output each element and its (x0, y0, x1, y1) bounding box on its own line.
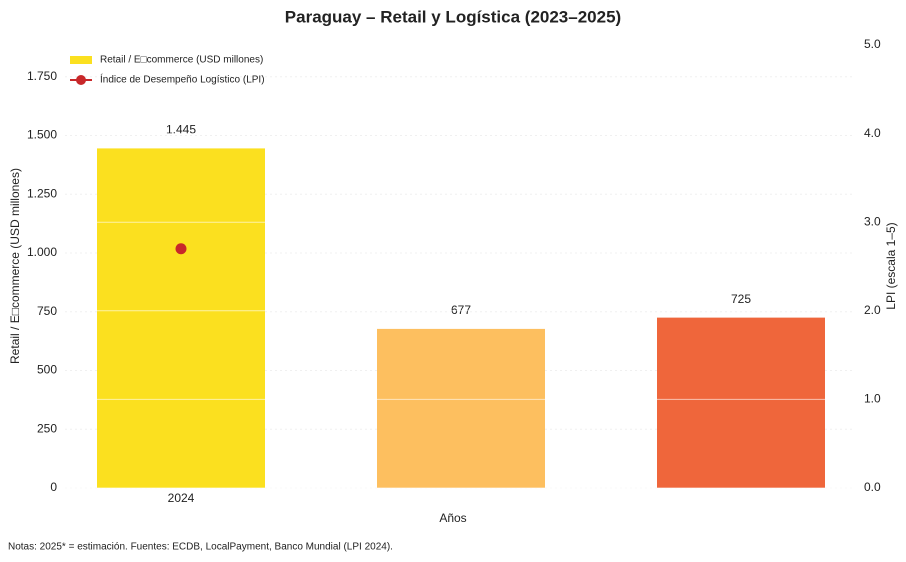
y-tick-label: 250 (37, 421, 57, 435)
y-tick-label: 1.500 (27, 128, 57, 142)
x-tick-label: 2024 (168, 491, 195, 505)
y-tick-label: 0 (50, 480, 57, 494)
legend-label: Retail / E□commerce (USD millones) (100, 55, 263, 66)
y-tick-label: 1.750 (27, 69, 57, 83)
legend-swatch (76, 75, 86, 85)
legend-swatch (70, 56, 92, 64)
line-marker (175, 243, 187, 255)
y-tick-label: 1.250 (27, 186, 57, 200)
bar (97, 148, 265, 489)
y2-axis-label: LPI (escala 1–5) (884, 222, 898, 309)
y2-tick-label: 4.0 (864, 126, 881, 140)
y2-tick-label: 5.0 (864, 37, 881, 51)
y2-tick-label: 0.0 (864, 480, 881, 494)
y-tick-label: 750 (37, 304, 57, 318)
y2-tick-label: 1.0 (864, 392, 881, 406)
y-axis-label: Retail / E□commerce (USD millones) (8, 168, 22, 364)
y2-tick-label: 3.0 (864, 214, 881, 228)
y-tick-label: 1.000 (27, 245, 57, 259)
bar (657, 317, 825, 488)
value-label: 1.445 (166, 123, 196, 137)
chart-title: Paraguay – Retail y Logística (2023–2025… (285, 7, 621, 26)
value-label: 725 (731, 292, 751, 306)
legend-label: Índice de Desempeño Logístico (LPI) (100, 73, 265, 86)
note: Notas: 2025* = estimación. Fuentes: ECDB… (8, 542, 393, 553)
x-axis-label: Años (439, 511, 466, 525)
y-tick-label: 500 (37, 363, 57, 377)
bar (377, 328, 545, 488)
y2-tick-label: 2.0 (864, 303, 881, 317)
value-label: 677 (451, 303, 471, 317)
